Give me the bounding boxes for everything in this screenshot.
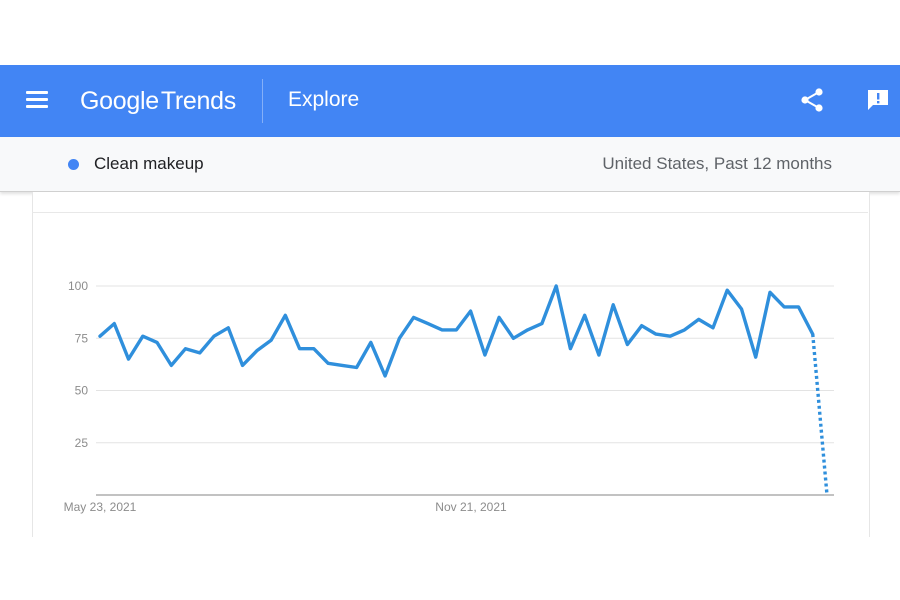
header-divider xyxy=(262,79,263,123)
explore-link[interactable]: Explore xyxy=(288,88,360,111)
x-tick-label: Nov 21, 2021 xyxy=(435,500,507,514)
term-color-dot xyxy=(68,159,79,170)
y-tick-label: 50 xyxy=(75,384,89,398)
share-icon[interactable] xyxy=(800,87,824,113)
y-tick-label: 100 xyxy=(68,279,88,293)
region-timeframe-label[interactable]: United States, Past 12 months xyxy=(602,154,832,173)
card-header-divider xyxy=(32,212,868,213)
search-term-label[interactable]: Clean makeup xyxy=(94,154,204,173)
y-tick-label: 75 xyxy=(75,331,89,345)
y-tick-label: 25 xyxy=(75,436,89,450)
series-line-clean-makeup xyxy=(98,284,815,378)
search-term-bar xyxy=(0,137,900,192)
top-app-bar: GoogleTrends Explore xyxy=(0,65,900,137)
google-trends-logo[interactable]: GoogleTrends xyxy=(80,87,236,116)
series-partial-data-line xyxy=(811,333,829,496)
menu-icon[interactable] xyxy=(26,91,48,109)
x-tick-label: May 23, 2021 xyxy=(64,500,137,514)
brand-trends-text: Trends xyxy=(160,87,236,115)
feedback-icon[interactable] xyxy=(866,89,890,111)
brand-google-text: Google xyxy=(80,87,159,115)
